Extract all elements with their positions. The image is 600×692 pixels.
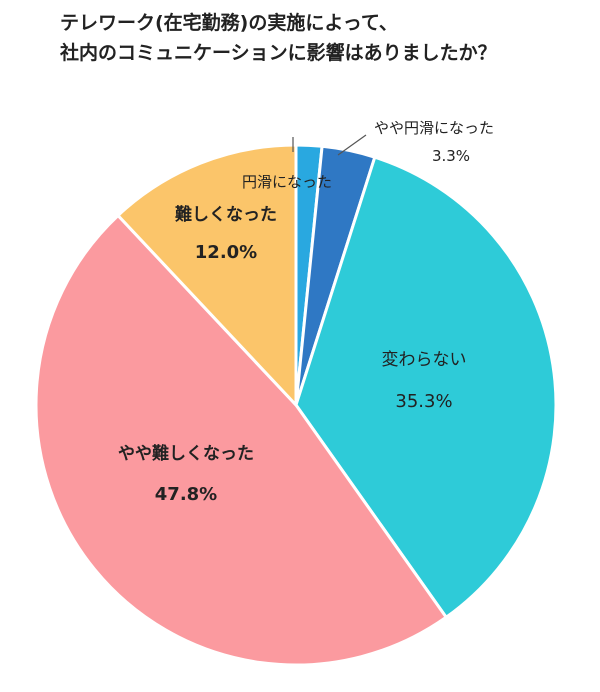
- slice-value-label: 47.8%: [155, 484, 217, 505]
- slice-value-label: 3.3%: [432, 147, 470, 165]
- slice-label: やや難しくなった: [118, 443, 254, 464]
- pie-slice: [34, 213, 449, 667]
- chart-title-line-1: テレワーク(在宅勤務)の実施によって、: [60, 12, 398, 34]
- slice-value-label: 12.0%: [195, 242, 257, 263]
- chart-title-line-2: 社内のコミュニケーションに影響はありましたか？: [60, 42, 497, 64]
- slice-label: 円滑になった: [242, 173, 332, 191]
- pie-slice: [115, 143, 298, 409]
- slice-label: 難しくなった: [175, 204, 277, 225]
- leader-line: [337, 134, 367, 156]
- chart-title: テレワーク(在宅勤務)の実施によって、 社内のコミュニケーションに影響はありまし…: [60, 8, 580, 68]
- pie-slice: [294, 155, 558, 620]
- slice-label: やや円滑になった: [374, 119, 494, 137]
- slice-value-label: 35.3%: [395, 391, 452, 412]
- slice-label: 変わらない: [382, 350, 467, 370]
